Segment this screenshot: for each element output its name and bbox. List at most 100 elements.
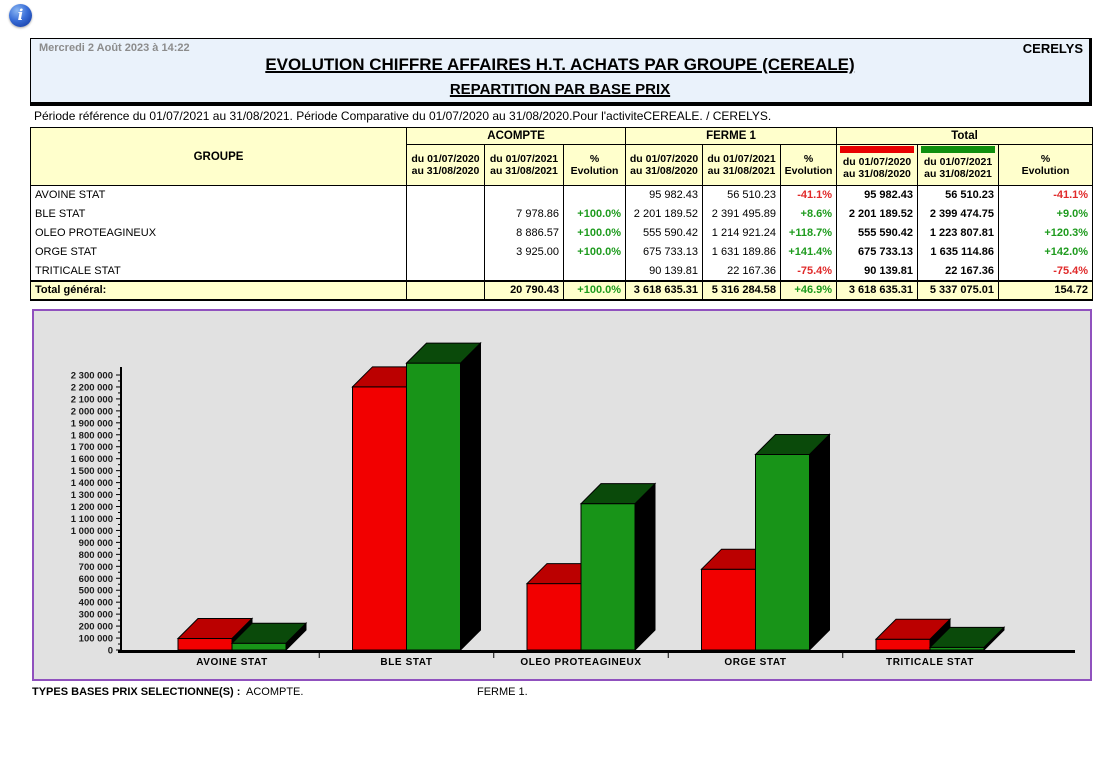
cell-num: 90 139.81 — [625, 261, 704, 281]
bar-2021-front — [755, 453, 810, 651]
col-header-acompte-2021: du 01/07/2021 au 31/08/2021 — [484, 144, 564, 186]
col-header-groupe: GROUPE — [30, 127, 407, 186]
report-header: Mercredi 2 Août 2023 à 14:22 CERELYS EVO… — [30, 38, 1092, 106]
y-tick-label: 2 100 000 — [71, 394, 113, 405]
cell-num — [406, 242, 485, 262]
legend-bar-2020 — [840, 146, 915, 153]
y-tick-label: 800 000 — [79, 550, 113, 561]
y-tick-label: 200 000 — [79, 622, 113, 633]
cell-num — [484, 261, 564, 281]
col-header-ferme-evolution: % Evolution — [780, 144, 838, 186]
col-header-acompte-evolution: % Evolution — [562, 144, 627, 186]
cell-evo: +142.0% — [998, 242, 1094, 262]
report-subtitle: REPARTITION PAR BASE PRIX — [449, 81, 671, 98]
cell-group-label: BLE STAT — [30, 204, 407, 224]
col-header-ferme-2020: du 01/07/2020 au 31/08/2020 — [625, 144, 704, 186]
col-header-acompte-2020: du 01/07/2020 au 31/08/2020 — [406, 144, 485, 186]
cell-num: 7 978.86 — [484, 204, 564, 224]
bar-2021-front — [580, 503, 636, 651]
table-row: BLE STAT 7 978.86 +100.0% 2 201 189.52 2… — [30, 204, 1094, 224]
cell-evo: +100.0% — [562, 223, 627, 243]
period-line: Période référence du 01/07/2021 au 31/08… — [34, 109, 772, 123]
y-tick-label: 1 000 000 — [71, 526, 113, 537]
cell-num: 20 790.43 — [484, 279, 564, 301]
y-tick-label: 1 800 000 — [71, 430, 113, 441]
bar-2021-top — [405, 342, 482, 364]
evo-line2: Evolution — [784, 165, 833, 177]
evo-line1: % — [1040, 153, 1051, 165]
cell-evo: +9.0% — [998, 204, 1094, 224]
cell-evo: -75.4% — [780, 261, 838, 281]
cell-evo: +100.0% — [562, 242, 627, 262]
y-tick-label: 1 600 000 — [71, 454, 113, 465]
period-line2: au 31/08/2020 — [630, 165, 698, 177]
cell-evo: +118.7% — [780, 223, 838, 243]
cell-evo: 154.72 — [998, 279, 1094, 301]
cell-num: 1 214 921.24 — [702, 223, 782, 243]
cell-num: 3 925.00 — [484, 242, 564, 262]
cell-num: 1 631 189.86 — [702, 242, 782, 262]
bar-2020-top — [176, 618, 254, 640]
bar-2021-top — [579, 483, 657, 505]
y-tick-label: 1 500 000 — [71, 466, 113, 477]
cell-num: 95 982.43 — [625, 185, 704, 205]
bar-2020-top — [874, 618, 952, 640]
info-icon[interactable]: i — [9, 4, 32, 27]
y-tick-label: 1 400 000 — [71, 478, 113, 489]
cell-group-label: TRITICALE STAT — [30, 261, 407, 281]
cell-num: 8 886.57 — [484, 223, 564, 243]
cell-num: 2 391 495.89 — [702, 204, 782, 224]
x-category-label: OLEO PROTEAGINEUX — [520, 657, 641, 668]
period-line2: au 31/08/2021 — [924, 168, 992, 180]
cell-num — [406, 185, 485, 205]
cell-num: 56 510.23 — [917, 185, 1000, 205]
col-header-ferme-2021: du 01/07/2021 au 31/08/2021 — [702, 144, 782, 186]
col-header-total-evolution: % Evolution — [998, 144, 1094, 186]
cell-num: 5 316 284.58 — [702, 279, 782, 301]
bar-2020-front — [875, 638, 931, 651]
table-row: ORGE STAT 3 925.00 +100.0% 675 733.13 1 … — [30, 242, 1094, 262]
cell-evo: -41.1% — [998, 185, 1094, 205]
period-line1: du 01/07/2021 — [923, 156, 993, 168]
data-table: GROUPE ACOMPTE FERME 1 Total du 01/07/20… — [30, 127, 1094, 301]
table-row: TRITICALE STAT 90 139.81 22 167.36 -75.4… — [30, 261, 1094, 281]
cell-num — [484, 185, 564, 205]
table-subheader-row: du 01/07/2020 au 31/08/2020 du 01/07/202… — [31, 144, 1094, 186]
evo-line2: Evolution — [1021, 165, 1070, 177]
bar-2020-front — [177, 638, 233, 651]
cell-evo: -41.1% — [780, 185, 838, 205]
period-line2: au 31/08/2020 — [843, 168, 911, 180]
group-header-ferme1: FERME 1 — [625, 127, 838, 145]
bar-2021-top — [928, 626, 1006, 648]
cell-num: 90 139.81 — [836, 261, 919, 281]
footer-value-ferme1: FERME 1. — [477, 686, 528, 698]
period-line2: au 31/08/2021 — [490, 165, 558, 177]
cell-evo: +100.0% — [562, 279, 627, 301]
bar-2021-top — [754, 433, 831, 455]
cell-group-label: AVOINE STAT — [30, 185, 407, 205]
cell-num: 555 590.42 — [625, 223, 704, 243]
x-category-label: ORGE STAT — [724, 657, 786, 668]
cell-num: 3 618 635.31 — [625, 279, 704, 301]
x-category-label: AVOINE STAT — [196, 657, 268, 668]
bar-2021-side — [809, 433, 830, 652]
y-tick-label: 400 000 — [79, 598, 113, 609]
cell-num — [406, 261, 485, 281]
cell-num: 56 510.23 — [702, 185, 782, 205]
table-total-row: Total général: 20 790.43 +100.0% 3 618 6… — [30, 279, 1094, 301]
y-tick-label: 900 000 — [79, 538, 113, 549]
y-tick-label: 2 000 000 — [71, 406, 113, 417]
cell-num: 2 201 189.52 — [625, 204, 704, 224]
bar-2021-front — [231, 642, 287, 651]
cell-num: 555 590.42 — [836, 223, 919, 243]
evo-line2: Evolution — [570, 165, 619, 177]
cell-num: 1 223 807.81 — [917, 223, 1000, 243]
y-tick-label: 300 000 — [79, 610, 113, 621]
period-line1: du 01/07/2021 — [489, 153, 559, 165]
y-tick-label: 700 000 — [79, 562, 113, 573]
bar-2021-front — [406, 362, 461, 651]
cell-num: 675 733.13 — [836, 242, 919, 262]
cell-evo: +46.9% — [780, 279, 838, 301]
y-tick-label: 1 700 000 — [71, 442, 113, 453]
